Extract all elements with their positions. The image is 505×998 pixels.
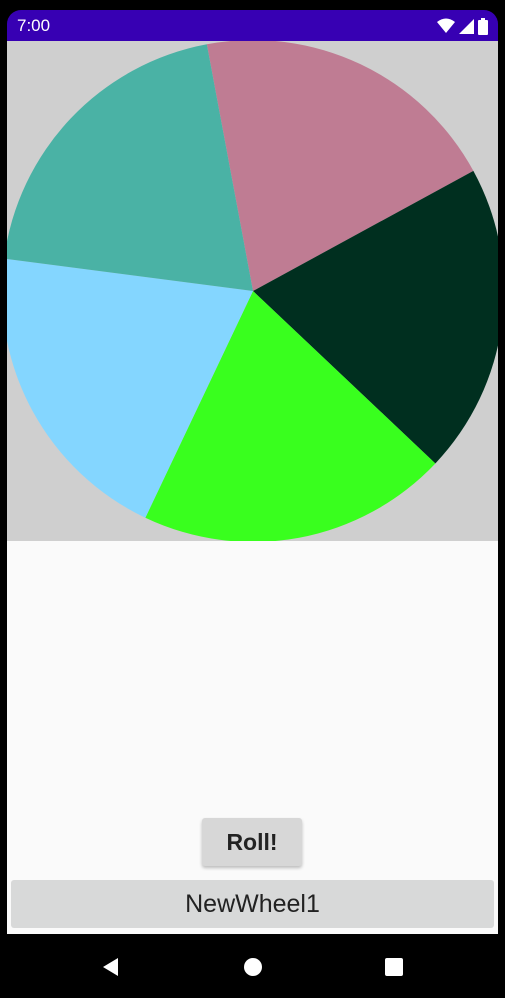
recents-icon <box>385 958 403 976</box>
wheel[interactable] <box>7 41 498 541</box>
wheel-segment <box>206 41 474 291</box>
home-icon <box>244 958 262 976</box>
wheel-name-field[interactable]: NewWheel1 <box>11 880 494 928</box>
navigation-bar <box>0 934 505 998</box>
wheel-area[interactable] <box>7 41 498 541</box>
roll-button[interactable]: Roll! <box>202 818 302 866</box>
status-time: 7:00 <box>17 16 51 35</box>
wheel-segment <box>7 259 253 518</box>
wheel-segment <box>7 44 253 291</box>
status-icons <box>437 16 488 36</box>
app-screen: Roll! NewWheel1 <box>7 41 498 934</box>
back-icon <box>103 958 118 976</box>
home-button[interactable] <box>238 952 268 982</box>
battery-icon <box>478 17 488 35</box>
recents-button[interactable] <box>379 952 409 982</box>
wheel-segment <box>145 291 436 541</box>
wheel-segment <box>253 170 498 464</box>
back-button[interactable] <box>95 952 125 982</box>
cellular-signal-icon <box>459 18 474 34</box>
status-bar: 7:00 <box>7 10 498 41</box>
wifi-icon <box>437 18 455 33</box>
